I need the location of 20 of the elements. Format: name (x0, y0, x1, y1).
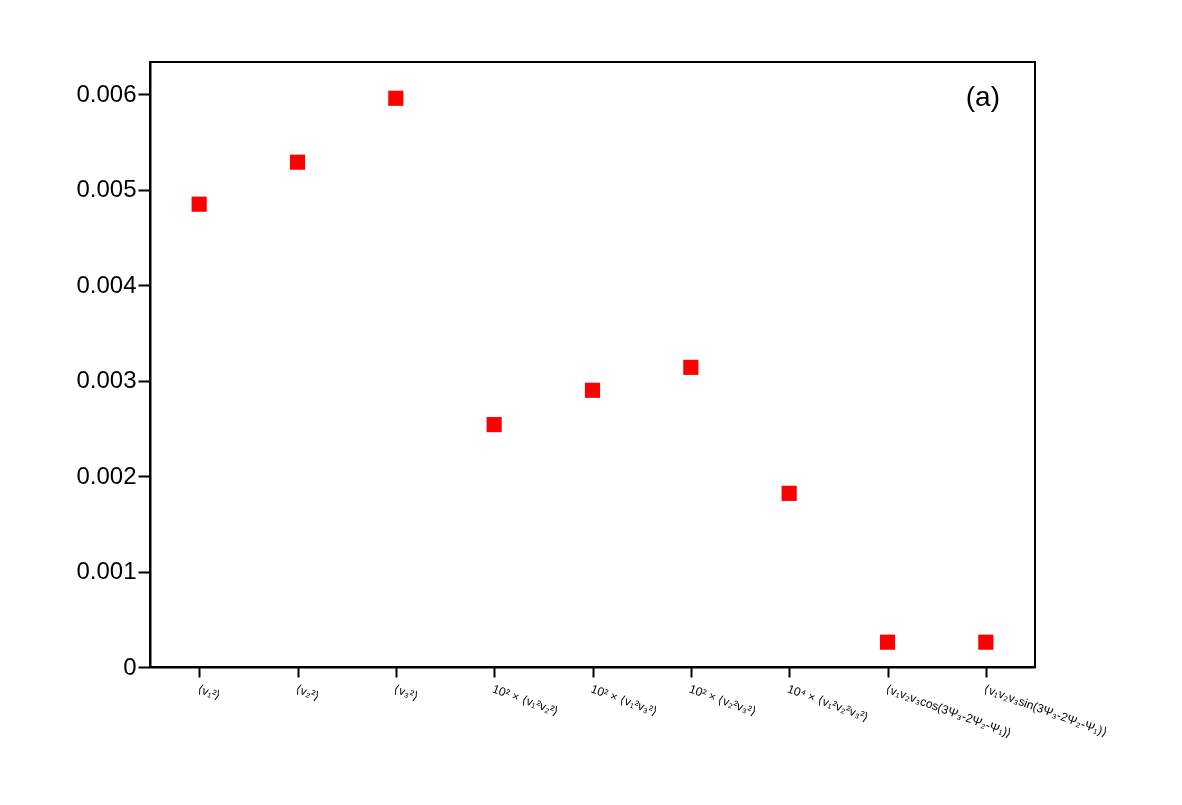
point (388, 90, 404, 106)
y-tick-label: 0.005 (76, 175, 137, 203)
y-tick-label: 0 (123, 652, 137, 680)
point (584, 382, 601, 398)
point (486, 417, 502, 433)
x-tick-label: ⟨v₃²⟩ (392, 681, 421, 704)
point (781, 485, 797, 501)
point (289, 154, 306, 170)
y-tick-label: 0.003 (76, 366, 137, 394)
point (978, 634, 994, 650)
y-tick-label: 0.002 (76, 461, 137, 489)
annotation: (a) (965, 81, 1000, 112)
y-tick-label: 0.004 (76, 270, 137, 298)
point (191, 196, 207, 212)
point (879, 634, 896, 650)
x-tick-label: ⟨v₁²⟩ (195, 681, 223, 703)
y-tick-label: 0.001 (76, 557, 137, 585)
point (683, 359, 699, 375)
x-tick-label: ⟨v₂²⟩ (293, 681, 322, 704)
y-tick-label: 0.006 (76, 79, 137, 107)
